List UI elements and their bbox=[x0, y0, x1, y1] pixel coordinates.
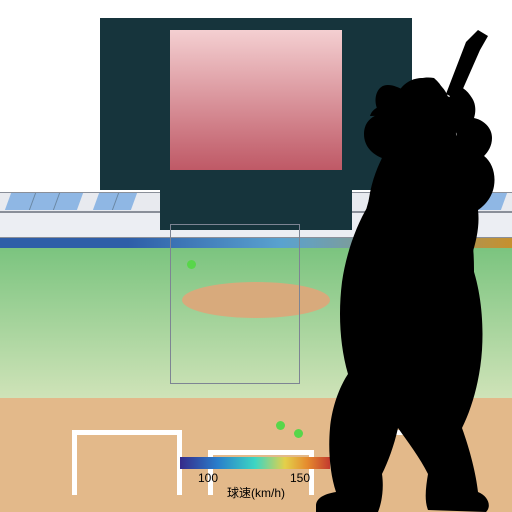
pitch-chart: 100 150球速(km/h) bbox=[0, 0, 512, 512]
pitch-marker bbox=[294, 429, 303, 438]
legend-tick-label: 100 bbox=[193, 471, 223, 485]
strike-zone bbox=[170, 224, 300, 384]
stands-window bbox=[93, 193, 137, 210]
legend-axis-label: 球速(km/h) bbox=[196, 484, 316, 501]
batter-silhouette bbox=[316, 30, 512, 512]
pitch-marker bbox=[276, 421, 285, 430]
legend-tick-label: 150 bbox=[285, 471, 315, 485]
batters-box-left bbox=[72, 430, 182, 495]
legend-colorbar bbox=[180, 457, 330, 469]
pitch-marker bbox=[187, 260, 196, 269]
stands-window bbox=[5, 193, 83, 210]
